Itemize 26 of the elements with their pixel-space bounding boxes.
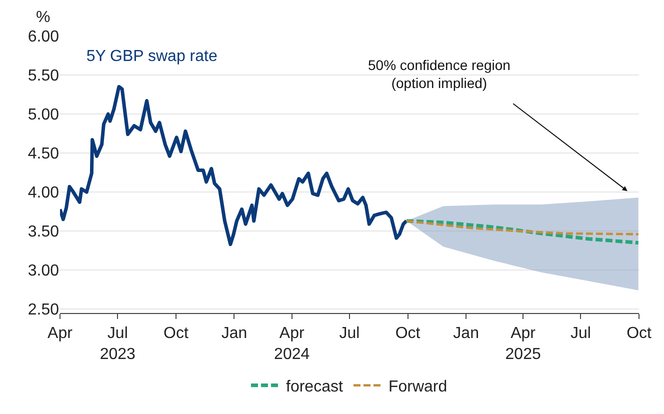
x-tick-label: Jul bbox=[570, 325, 591, 342]
y-tick-label: 2.50 bbox=[28, 302, 60, 319]
x-tick-label: Jul bbox=[339, 325, 360, 342]
x-tick-label: Jan bbox=[221, 325, 248, 342]
x-tick-label: Oct bbox=[395, 325, 421, 342]
x-tick-label: Jul 2023 bbox=[100, 325, 136, 363]
x-tick-label: Apr 2024 bbox=[274, 325, 310, 363]
y-tick-label: 4.50 bbox=[28, 146, 60, 163]
y-tick-label: 4.00 bbox=[28, 184, 60, 202]
x-tick-label: Jan bbox=[453, 325, 479, 342]
legend-label: forecast bbox=[286, 378, 344, 396]
y-tick-label: 3.50 bbox=[28, 224, 60, 241]
x-tick-label: Apr 2025 bbox=[505, 325, 541, 363]
y-tick-label: 3.00 bbox=[28, 262, 60, 280]
x-tick-label: Oct bbox=[626, 325, 652, 342]
legend-label: Forward bbox=[388, 378, 448, 396]
x-tick-label: Oct bbox=[163, 325, 189, 342]
y-tick-label: 5.50 bbox=[28, 68, 60, 85]
y-axis-title: % bbox=[36, 9, 50, 26]
text: 5Y GBP swap rate bbox=[86, 48, 218, 65]
line-series bbox=[405, 220, 639, 236]
y-tick-label: 6.00 bbox=[28, 28, 60, 46]
x-tick-label: Apr bbox=[48, 325, 74, 342]
y-tick-label: 5.00 bbox=[28, 106, 60, 124]
line-series bbox=[404, 219, 639, 245]
annotation: 50% confidence region (option implied) bbox=[368, 57, 510, 92]
